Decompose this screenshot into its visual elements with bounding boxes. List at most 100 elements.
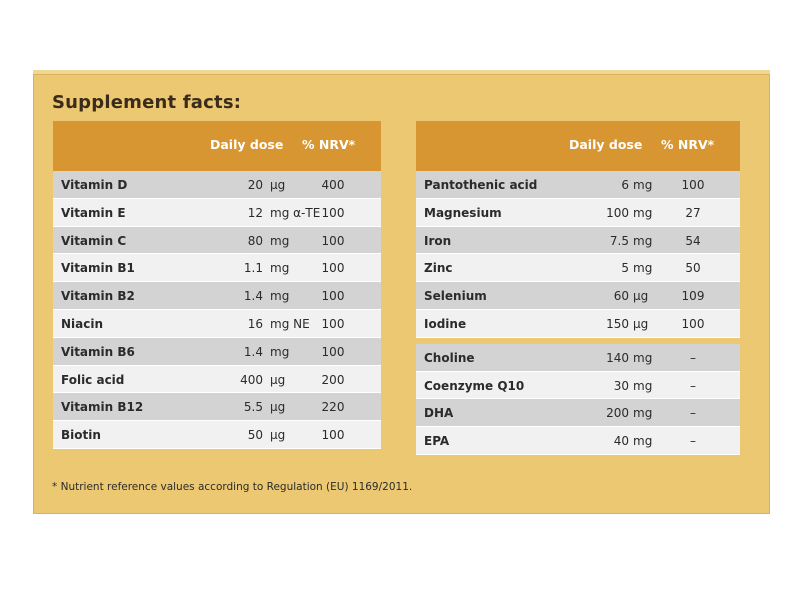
table-row: Iron 7.5 mg 54 <box>416 226 740 255</box>
nutrient-nrv: 100 <box>321 233 345 248</box>
nrv-header: % NRV* <box>302 137 356 152</box>
nutrient-unit: mg <box>270 344 290 359</box>
nutrient-unit: µg <box>270 428 286 443</box>
table-row: Iodine 150 µg 100 <box>416 309 740 338</box>
nutrient-unit: mg α-TE <box>270 205 321 220</box>
nrv-header: % NRV* <box>661 137 715 152</box>
nutrient-unit: µg <box>270 372 286 387</box>
nutrient-unit: µg <box>633 289 649 304</box>
nutrient-nrv: 100 <box>321 344 345 359</box>
nutrient-nrv: – <box>690 406 696 421</box>
nutrient-unit: mg <box>633 261 653 276</box>
nutrient-amount: 100 <box>606 205 629 220</box>
nutrient-nrv: 200 <box>321 372 345 387</box>
nutrient-name: Vitamin B2 <box>61 289 135 304</box>
nutrient-unit: mg <box>633 350 653 365</box>
left-table-header: Daily dose % NRV* <box>53 121 381 171</box>
table-row: Magnesium 100 mg 27 <box>416 198 740 227</box>
nutrient-name: Magnesium <box>424 205 502 220</box>
nutrient-unit: mg <box>633 205 653 220</box>
table-row: Biotin 50 µg 100 <box>53 421 381 449</box>
footnote: * Nutrient reference values according to… <box>52 481 413 493</box>
table-row: Niacin 16 mg NE 100 <box>53 309 381 338</box>
nutrient-name: Vitamin C <box>61 233 127 248</box>
table-row: Pantothenic acid 6 mg 100 <box>416 171 740 199</box>
nutrient-name: Biotin <box>61 428 101 443</box>
nutrient-name: Iron <box>424 233 452 248</box>
nutrient-nrv: 100 <box>321 289 345 304</box>
table-row: Vitamin B1 1.1 mg 100 <box>53 254 381 283</box>
nutrient-amount: 1.4 <box>243 344 263 359</box>
daily-dose-header: Daily dose <box>210 137 284 152</box>
nutrient-unit: mg <box>633 406 653 421</box>
nutrient-nrv: – <box>690 434 696 449</box>
nutrient-amount: 400 <box>240 372 263 387</box>
nutrient-amount: 12 <box>247 205 263 220</box>
table-row: Zinc 5 mg 50 <box>416 254 740 283</box>
nutrient-name: Vitamin E <box>61 205 126 220</box>
nutrient-amount: 20 <box>247 178 263 192</box>
nutrient-name: Zinc <box>424 261 453 276</box>
table-row: Vitamin D 20 µg 400 <box>53 171 381 199</box>
nutrient-amount: 80 <box>247 233 263 248</box>
nutrient-amount: 200 <box>606 406 629 421</box>
nutrient-amount: 140 <box>606 350 629 365</box>
nutrient-amount: 40 <box>613 434 629 449</box>
nutrient-name: Vitamin B6 <box>61 344 135 359</box>
nutrient-amount: 150 <box>606 316 629 331</box>
nutrient-name: Iodine <box>424 316 467 331</box>
nutrient-nrv: 400 <box>321 178 345 192</box>
nutrient-amount: 6 <box>621 178 629 192</box>
right-table-rows-group1: Pantothenic acid 6 mg 100 Magnesium 100 mg 27 Ir… <box>416 171 740 338</box>
table-row: Vitamin C 80 mg 100 <box>53 226 381 255</box>
nutrient-nrv: 100 <box>681 316 705 331</box>
nutrient-nrv: 100 <box>321 205 345 220</box>
nutrient-amount: 5 <box>621 261 629 276</box>
nutrient-nrv: – <box>690 350 696 365</box>
right-table-header: Daily dose % NRV* <box>416 121 740 171</box>
right-table-rows-group2: Choline 140 mg – Coenzyme Q10 30 mg – DHA 200 mg – E… <box>416 343 740 455</box>
nutrient-name: Selenium <box>424 289 487 304</box>
nutrient-unit: µg <box>270 178 286 192</box>
nutrient-nrv: – <box>690 378 696 393</box>
nutrient-name: DHA <box>424 406 454 421</box>
nutrient-nrv: 54 <box>685 233 701 248</box>
box-top-edge <box>33 70 770 76</box>
table-row: EPA 40 mg – <box>416 427 740 455</box>
nutrient-nrv: 27 <box>685 205 701 220</box>
nutrient-unit: µg <box>633 316 649 331</box>
table-row: Vitamin B2 1.4 mg 100 <box>53 282 381 310</box>
nutrient-amount: 50 <box>247 428 263 443</box>
nutrient-name: Coenzyme Q10 <box>424 378 525 393</box>
table-row: Coenzyme Q10 30 mg – <box>416 371 740 400</box>
nutrient-amount: 1.4 <box>243 289 263 304</box>
nutrient-amount: 16 <box>247 316 263 331</box>
nutrient-nrv: 100 <box>321 261 345 276</box>
nutrient-nrv: 100 <box>321 316 345 331</box>
table-row: Selenium 60 µg 109 <box>416 282 740 310</box>
table-row: Folic acid 400 µg 200 <box>53 365 381 394</box>
left-nutrient-table: Daily dose % NRV* Vitamin D 20 µg 400 Vitami… <box>53 121 381 449</box>
nutrient-amount: 5.5 <box>243 400 263 415</box>
nutrient-name: Vitamin D <box>61 178 128 192</box>
nutrient-name: Pantothenic acid <box>424 178 538 192</box>
nutrient-name: EPA <box>424 434 450 449</box>
nutrient-nrv: 50 <box>685 261 701 276</box>
daily-dose-header: Daily dose <box>569 137 643 152</box>
table-row: Choline 140 mg – <box>416 343 740 372</box>
nutrient-name: Folic acid <box>61 372 125 387</box>
nutrient-nrv: 109 <box>681 289 705 304</box>
nutrient-name: Vitamin B1 <box>61 261 135 276</box>
nutrient-amount: 60 <box>613 289 629 304</box>
table-row: Vitamin E 12 mg α-TE 100 <box>53 198 381 227</box>
left-table-rows: Vitamin D 20 µg 400 Vitamin E 12 mg α-TE 100 Vit… <box>53 171 381 449</box>
table-row: Vitamin B12 5.5 µg 220 <box>53 393 381 422</box>
table-row: DHA 200 mg – <box>416 399 740 428</box>
nutrient-name: Vitamin B12 <box>61 400 144 415</box>
page-title: Supplement facts: <box>52 92 242 113</box>
nutrient-name: Niacin <box>61 316 104 331</box>
nutrient-name: Choline <box>424 350 475 365</box>
nutrient-unit: mg <box>633 378 653 393</box>
nutrient-amount: 30 <box>613 378 629 393</box>
nutrient-unit: mg NE <box>270 316 310 331</box>
